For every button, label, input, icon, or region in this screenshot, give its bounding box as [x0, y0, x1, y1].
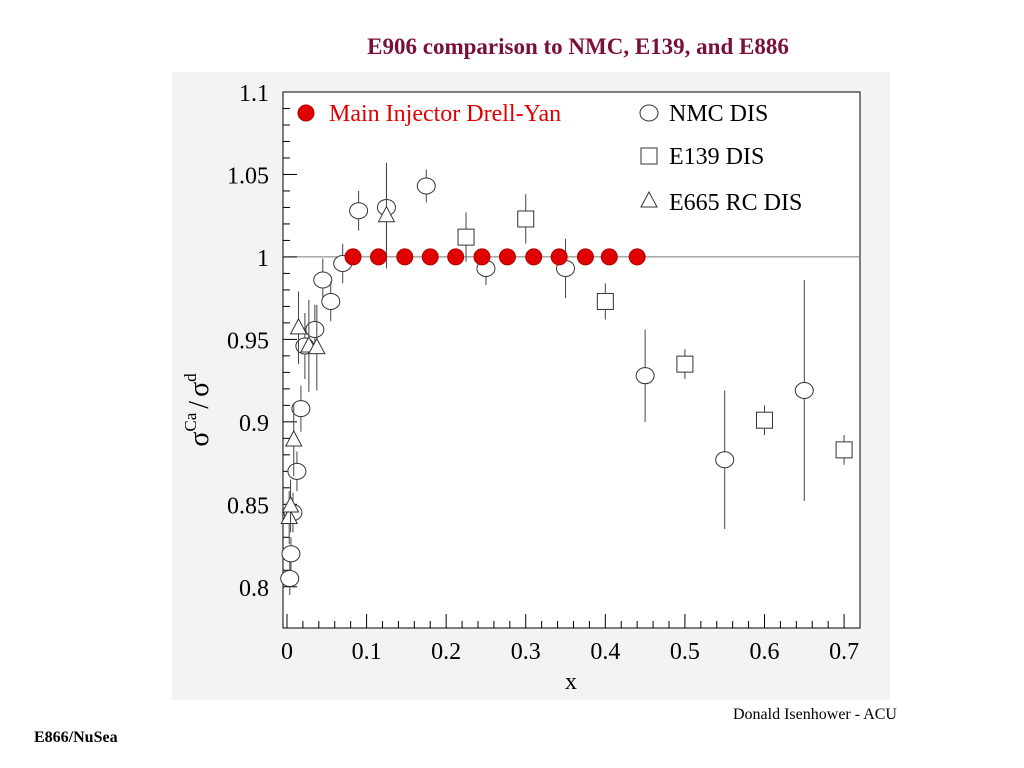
nmc-dis-point — [321, 292, 341, 310]
main-injector-drell-yan-point — [370, 248, 388, 266]
nmc-dis-point — [715, 451, 735, 469]
nmc-dis-point — [291, 400, 311, 418]
x-axis-label: x — [565, 669, 577, 695]
nmc-dis-point — [635, 367, 655, 385]
e139-dis-point — [517, 210, 535, 228]
y-label-sigma-ca: σ — [184, 432, 215, 447]
e665-rc-dis-point — [284, 429, 303, 447]
main-injector-drell-yan-point — [473, 248, 491, 266]
y-tick-label: 0.95 — [227, 328, 269, 354]
legend-label-e665-rc-dis: E665 RC DIS — [669, 190, 802, 216]
main-injector-drell-yan-point — [447, 248, 465, 266]
y-tick-label: 1 — [257, 246, 269, 272]
legend: Main Injector Drell-Yan NMC DIS E139 DIS E6… — [297, 101, 802, 216]
y-label-slash: / — [184, 401, 215, 409]
nmc-dis-point — [313, 271, 333, 289]
nmc-dis-point — [416, 177, 436, 195]
legend-label-nmc-dis: NMC DIS — [669, 101, 768, 127]
e139-dis-point — [755, 411, 773, 429]
main-injector-drell-yan-point — [498, 248, 516, 266]
e665-rc-dis-point — [377, 205, 396, 223]
e139-dis-point — [835, 441, 853, 459]
e665-rc-dis-point — [307, 337, 326, 355]
x-tick-label: 0.1 — [352, 639, 382, 665]
e139-dis-point — [676, 355, 694, 373]
y-tick-label: 1.05 — [227, 163, 269, 189]
x-tick-label: 0.5 — [670, 639, 700, 665]
x-axis-ticks: 0 0.1 0.2 0.3 0.4 0.5 0.6 0.7 — [281, 614, 861, 665]
main-injector-drell-yan-point — [525, 248, 543, 266]
x-tick-label: 0.2 — [431, 639, 461, 665]
data-points — [280, 162, 853, 596]
x-tick-label: 0.4 — [590, 639, 620, 665]
e665-rc-dis-point — [280, 507, 299, 525]
e665-rc-dis-point — [289, 317, 308, 335]
e139-dis-point — [457, 228, 475, 246]
e665-rc-dis-point — [281, 495, 300, 513]
y-tick-label: 0.85 — [227, 493, 269, 519]
legend-marker-nmc-dis — [639, 104, 659, 122]
author-credit: Donald Isenhower - ACU — [733, 706, 897, 723]
y-axis-ticks: 0.8 0.85 0.9 0.95 1 1.05 1.1 — [227, 81, 297, 602]
nmc-dis-point — [280, 570, 300, 588]
y-tick-label: 0.8 — [239, 576, 269, 602]
legend-marker-e665-rc-dis — [640, 190, 658, 208]
e139-dis-point — [596, 292, 614, 310]
x-tick-label: 0.3 — [511, 639, 541, 665]
main-injector-drell-yan-point — [628, 248, 646, 266]
x-tick-label: 0 — [281, 639, 293, 665]
y-tick-label: 1.1 — [239, 81, 269, 107]
main-injector-drell-yan-point — [396, 248, 414, 266]
main-injector-drell-yan-point — [421, 248, 439, 266]
y-axis-label: σCa/σd — [181, 373, 215, 447]
y-label-sup-d: d — [181, 373, 200, 382]
y-tick-label: 0.9 — [239, 411, 269, 437]
legend-label-e139-dis: E139 DIS — [669, 144, 764, 170]
nmc-dis-point — [794, 382, 814, 400]
y-label-sigma-d: σ — [184, 382, 215, 397]
x-tick-label: 0.7 — [829, 639, 859, 665]
legend-marker-e139-dis — [640, 147, 658, 165]
nmc-dis-point — [287, 462, 307, 480]
plot-frame — [282, 91, 861, 629]
x-tick-label: 0.6 — [749, 639, 779, 665]
nmc-dis-point — [281, 545, 301, 563]
legend-label-main-injector-drell-yan: Main Injector Drell-Yan — [329, 101, 561, 127]
main-injector-drell-yan-point — [550, 248, 568, 266]
main-injector-drell-yan-point — [576, 248, 594, 266]
y-label-sup-ca: Ca — [181, 412, 200, 431]
main-injector-drell-yan-point — [600, 248, 618, 266]
nmc-dis-point — [349, 202, 369, 220]
main-injector-drell-yan-point — [344, 248, 362, 266]
experiment-label: E866/NuSea — [34, 729, 118, 746]
legend-marker-main-injector-drell-yan — [297, 104, 315, 122]
nmc-dis-point — [305, 320, 325, 338]
slide-title: E906 comparison to NMC, E139, and E886 — [367, 34, 789, 59]
